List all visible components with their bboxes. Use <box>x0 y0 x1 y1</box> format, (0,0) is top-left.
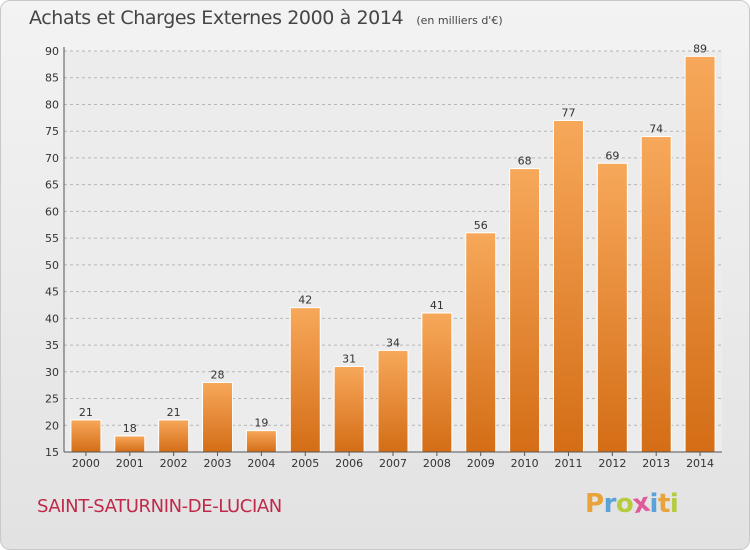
bar <box>70 419 102 453</box>
x-tick-label: 2004 <box>247 457 275 470</box>
y-tick-label: 15 <box>45 446 59 459</box>
bar <box>377 349 409 453</box>
title-block: Achats et Charges Externes 2000 à 2014 (… <box>29 7 503 29</box>
y-tick-label: 70 <box>45 152 59 165</box>
x-tick-label: 2011 <box>554 457 582 470</box>
bar <box>421 312 453 453</box>
x-tick-label: 2001 <box>116 457 144 470</box>
x-tick-label: 2012 <box>598 457 626 470</box>
y-tick-label: 40 <box>45 312 59 325</box>
bar-value-label: 19 <box>254 417 268 430</box>
logo-letter: o <box>615 489 634 519</box>
bar <box>202 381 234 453</box>
y-tick-label: 90 <box>45 45 59 58</box>
y-tick-label: 30 <box>45 366 59 379</box>
y-tick-label: 55 <box>45 232 59 245</box>
y-tick-label: 25 <box>45 393 59 406</box>
bar-value-label: 18 <box>123 422 137 435</box>
bar-value-label: 41 <box>430 299 444 312</box>
bar <box>245 430 277 453</box>
y-tick-label: 65 <box>45 179 59 192</box>
x-tick-label: 2013 <box>642 457 670 470</box>
bar-value-label: 56 <box>474 219 488 232</box>
x-tick-label: 2003 <box>204 457 232 470</box>
logo-letter: r <box>603 489 617 519</box>
y-tick-label: 45 <box>45 286 59 299</box>
x-tick-label: 2005 <box>291 457 319 470</box>
y-tick-label: 50 <box>45 259 59 272</box>
bar <box>465 232 497 453</box>
bar-value-label: 42 <box>298 294 312 307</box>
bar-value-label: 34 <box>386 336 400 349</box>
x-tick-label: 2007 <box>379 457 407 470</box>
logo-letter: P <box>585 489 604 519</box>
y-tick-label: 75 <box>45 125 59 138</box>
logo-letter: i <box>669 489 679 519</box>
bar <box>114 435 146 453</box>
y-tick-label: 20 <box>45 419 59 432</box>
proxiti-logo: Proxiti <box>585 488 679 520</box>
x-tick-label: 2002 <box>160 457 188 470</box>
x-tick-label: 2008 <box>423 457 451 470</box>
bar <box>509 168 541 453</box>
bar <box>289 307 321 453</box>
y-tick-label: 35 <box>45 339 59 352</box>
bar-value-label: 21 <box>167 406 181 419</box>
bar-value-label: 69 <box>605 149 619 162</box>
bar <box>684 55 716 453</box>
bar-value-label: 89 <box>693 42 707 55</box>
bar <box>596 162 628 453</box>
logo-letter: t <box>657 489 670 519</box>
bar-value-label: 68 <box>518 155 532 168</box>
x-tick-label: 2000 <box>72 457 100 470</box>
x-tick-label: 2014 <box>686 457 714 470</box>
bar <box>158 419 190 453</box>
x-tick-label: 2010 <box>511 457 539 470</box>
bar <box>640 136 672 453</box>
bar-value-label: 21 <box>79 406 93 419</box>
bar-value-label: 77 <box>561 107 575 120</box>
chart-subtitle: (en milliers d'€) <box>416 14 503 27</box>
bar-value-label: 74 <box>649 123 663 136</box>
bar <box>333 365 365 453</box>
bar <box>552 120 584 453</box>
bar-value-label: 28 <box>211 368 225 381</box>
x-tick-label: 2009 <box>467 457 495 470</box>
logo-letter: i <box>649 489 659 519</box>
y-tick-label: 85 <box>45 72 59 85</box>
chart-title: Achats et Charges Externes 2000 à 2014 <box>29 7 404 29</box>
x-tick-label: 2006 <box>335 457 363 470</box>
bar-value-label: 31 <box>342 352 356 365</box>
y-tick-label: 80 <box>45 98 59 111</box>
y-tick-label: 60 <box>45 205 59 218</box>
commune-name: SAINT-SATURNIN-DE-LUCIAN <box>37 496 282 517</box>
